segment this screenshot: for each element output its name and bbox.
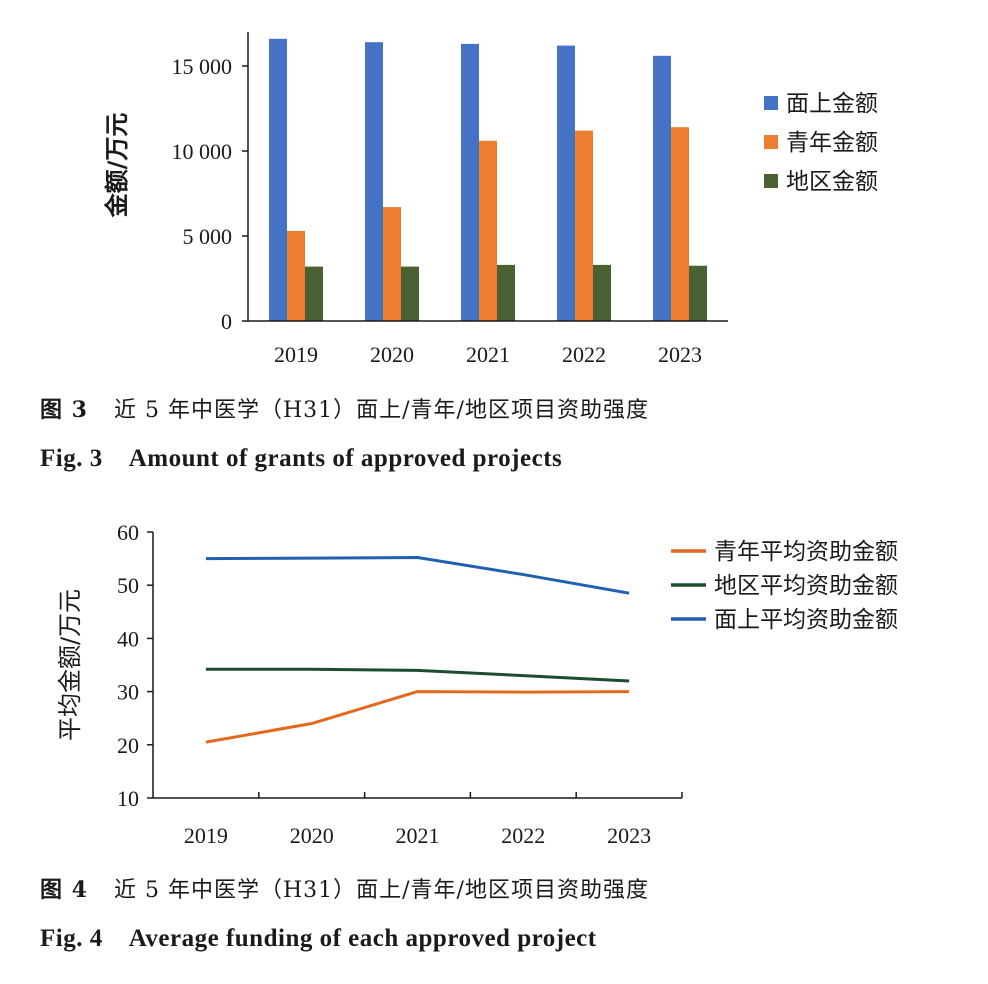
y-tick-label: 5 000: [183, 224, 233, 249]
bar: [497, 264, 515, 321]
fig4-caption-en-text: Average funding of each approved project: [128, 925, 597, 952]
legend-label: 青年金额: [786, 130, 878, 156]
x-tick-label: 2023: [658, 342, 702, 367]
bar-chart-y-ticks: 0 5 000 10 000 15 000: [172, 54, 248, 334]
legend-swatch: [764, 96, 778, 110]
y-tick-label: 15 000: [172, 54, 233, 79]
bar: [269, 38, 287, 322]
line-chart-series: [205, 556, 630, 744]
bar: [575, 130, 593, 321]
fig3-caption-en: Fig. 3 Amount of grants of approved proje…: [40, 445, 562, 473]
fig4-caption-zh: 图 4 近 5 年中医学（H31）面上/青年/地区项目资助强度: [40, 872, 649, 904]
bar: [401, 266, 419, 321]
x-tick-label: 2023: [607, 823, 651, 848]
x-tick-label: 2020: [370, 342, 414, 367]
fig4-caption-zh-text: 近 5 年中医学（H31）面上/青年/地区项目资助强度: [113, 878, 649, 903]
line-chart: 平均金额/万元 10 20 30 40 50 60 2019 2020 2021 2022 202…: [56, 520, 898, 848]
bar: [305, 266, 323, 321]
bar: [671, 127, 689, 321]
legend-label: 地区平均资助金额: [714, 573, 898, 599]
bar: [557, 45, 575, 321]
line-chart-ylabel: 平均金额/万元: [56, 589, 84, 741]
fig4-caption-en-number: Fig. 4: [40, 925, 103, 952]
legend-label: 面上平均资助金额: [714, 607, 898, 633]
bar: [689, 265, 707, 321]
legend-label: 面上金额: [786, 91, 878, 117]
fig3-caption-en-text: Amount of grants of approved projects: [128, 445, 563, 472]
fig3-caption-en-number: Fig. 3: [40, 445, 103, 472]
x-tick-label: 2021: [396, 823, 440, 848]
y-tick-label: 0: [221, 309, 232, 334]
bar: [365, 42, 383, 321]
bar-chart-x-ticks: 2019 2020 2021 2022 2023: [274, 342, 702, 367]
fig4-caption-en: Fig. 4 Average funding of each approved p…: [40, 925, 597, 953]
bar-chart-ylabel: 金额/万元: [103, 113, 131, 219]
bar: [287, 230, 305, 321]
series-line: [205, 556, 630, 595]
y-tick-label: 10: [117, 786, 139, 811]
x-tick-label: 2021: [466, 342, 510, 367]
bar: [653, 55, 671, 322]
series-line: [205, 667, 630, 683]
x-tick-label: 2019: [184, 823, 228, 848]
legend-label: 青年平均资助金额: [714, 539, 898, 565]
line-chart-x-ticks: 2019 2020 2021 2022 2023: [184, 792, 683, 848]
legend-swatch: [764, 174, 778, 188]
y-tick-label: 50: [117, 573, 139, 598]
bar-chart: 金额/万元 0 5 000 10 000 15 000 2019 2020 2021 202…: [103, 32, 878, 367]
bar: [461, 43, 479, 322]
line-chart-y-ticks: 10 20 30 40 50 60: [117, 520, 153, 811]
legend-label: 地区金额: [786, 169, 878, 195]
series-line: [205, 690, 630, 744]
bar: [593, 264, 611, 321]
bar: [383, 207, 401, 321]
y-tick-label: 30: [117, 680, 139, 705]
fig3-caption-zh-text: 近 5 年中医学（H31）面上/青年/地区项目资助强度: [113, 398, 649, 423]
x-tick-label: 2020: [290, 823, 334, 848]
y-tick-label: 60: [117, 520, 139, 545]
bar: [479, 140, 497, 321]
x-tick-label: 2019: [274, 342, 318, 367]
x-tick-label: 2022: [501, 823, 545, 848]
fig4-caption-zh-number: 图 4: [40, 877, 88, 903]
fig3-caption-zh-number: 图 3: [40, 397, 88, 423]
y-tick-label: 40: [117, 626, 139, 651]
legend-swatch: [764, 135, 778, 149]
y-tick-label: 10 000: [172, 139, 233, 164]
fig3-caption-zh: 图 3 近 5 年中医学（H31）面上/青年/地区项目资助强度: [40, 392, 649, 424]
x-tick-label: 2022: [562, 342, 606, 367]
bar-chart-bars: [269, 38, 707, 322]
y-tick-label: 20: [117, 733, 139, 758]
